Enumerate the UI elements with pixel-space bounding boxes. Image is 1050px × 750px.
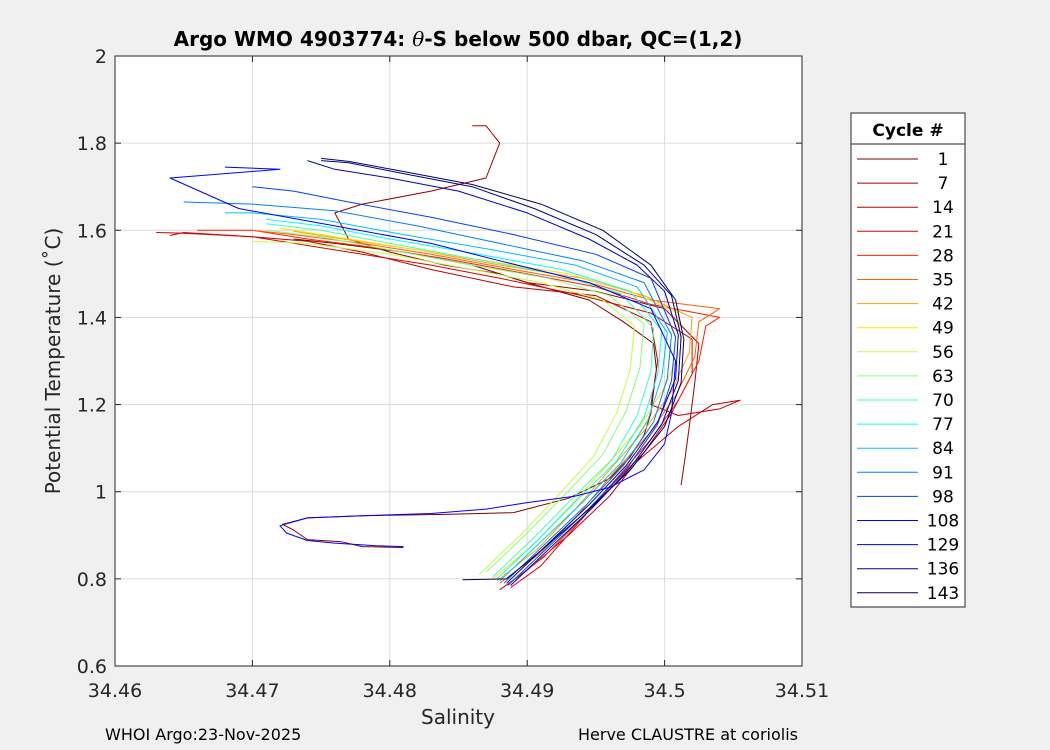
- legend-label-cycle-28: 28: [932, 246, 954, 266]
- legend-label-cycle-21: 21: [932, 222, 954, 242]
- series-line-cycle-129: [307, 160, 679, 584]
- axes-box: [114, 55, 803, 667]
- y-tick-label: 1.8: [77, 133, 107, 155]
- legend-label-cycle-49: 49: [932, 319, 954, 339]
- series-line-cycle-63: [266, 229, 645, 573]
- x-axis-label: Salinity: [421, 705, 495, 729]
- series-line-cycle-91: [183, 201, 672, 584]
- x-tick-label: 34.48: [363, 680, 417, 702]
- legend-box: [850, 112, 966, 608]
- legend-items: 1 7 14 21 28 35 42 49 56 63 70 77 84 91 98 108 129 136 143: [857, 150, 959, 604]
- title-suffix: -S below 500 dbar, QC=(1,2): [424, 27, 742, 51]
- x-tick-label: 34.51: [775, 680, 829, 702]
- legend-label-cycle-98: 98: [932, 487, 954, 507]
- title-theta: θ: [412, 27, 424, 51]
- series-line-cycle-77: [266, 218, 663, 580]
- title-prefix: Argo WMO 4903774:: [174, 27, 413, 51]
- series-line-cycle-14: [156, 232, 741, 591]
- legend-label-cycle-42: 42: [932, 295, 954, 315]
- legend-label-cycle-143: 143: [927, 584, 959, 604]
- series-line-cycle-56: [252, 240, 635, 575]
- legend-title: Cycle #: [872, 121, 943, 141]
- x-tick-label: 34.47: [225, 680, 279, 702]
- y-tick-label: 0.8: [77, 569, 107, 591]
- legend: Cycle # 17142128354249566370778491981081…: [850, 112, 966, 608]
- legend-label-cycle-1: 1: [938, 150, 949, 170]
- legend-label-cycle-129: 129: [927, 536, 959, 556]
- footer-left: WHOI Argo:23-Nov-2025: [105, 725, 302, 744]
- x-tick-label: 34.49: [500, 680, 554, 702]
- series-line-cycle-108: [169, 166, 677, 548]
- y-tick-label: 0.6: [77, 656, 107, 678]
- series-line-cycle-143: [321, 157, 685, 581]
- legend-label-cycle-56: 56: [932, 343, 954, 363]
- plot-area: [115, 56, 802, 666]
- grid: [114, 55, 803, 667]
- data-series: [156, 125, 741, 591]
- series-line-cycle-84: [224, 212, 668, 582]
- y-axis-label: Potential Temperature (˚C): [41, 228, 65, 495]
- y-tick-label: 1.2: [77, 395, 107, 417]
- series-line-cycle-70: [266, 223, 655, 578]
- y-tick-label: 1.4: [77, 307, 107, 329]
- legend-label-cycle-77: 77: [932, 415, 954, 435]
- series-line-cycle-7: [334, 125, 700, 486]
- y-tick-label: 1.6: [77, 220, 107, 242]
- legend-label-cycle-84: 84: [932, 439, 954, 459]
- series-line-cycle-98: [252, 186, 677, 586]
- legend-label-cycle-35: 35: [932, 271, 954, 291]
- legend-label-cycle-14: 14: [932, 198, 954, 218]
- x-tick-label: 34.5: [643, 680, 685, 702]
- x-tick-label: 34.46: [88, 680, 142, 702]
- chart-title: Argo WMO 4903774: θ-S below 500 dbar, QC…: [174, 27, 743, 51]
- legend-label-cycle-108: 108: [927, 512, 959, 532]
- legend-label-cycle-7: 7: [938, 174, 949, 194]
- legend-label-cycle-91: 91: [932, 463, 954, 483]
- legend-label-cycle-70: 70: [932, 391, 954, 411]
- y-tick-label: 2: [95, 46, 107, 68]
- legend-label-cycle-136: 136: [927, 560, 959, 580]
- x-tick-labels: 34.46 34.47 34.48 34.49 34.5 34.51: [88, 680, 829, 702]
- series-line-cycle-35: [252, 229, 721, 584]
- footer-right: Herve CLAUSTRE at coriolis: [578, 725, 798, 744]
- y-tick-labels: 0.6 0.8 1 1.2 1.4 1.6 1.8 2: [77, 46, 107, 678]
- legend-label-cycle-63: 63: [932, 367, 954, 387]
- y-tick-label: 1: [95, 482, 107, 504]
